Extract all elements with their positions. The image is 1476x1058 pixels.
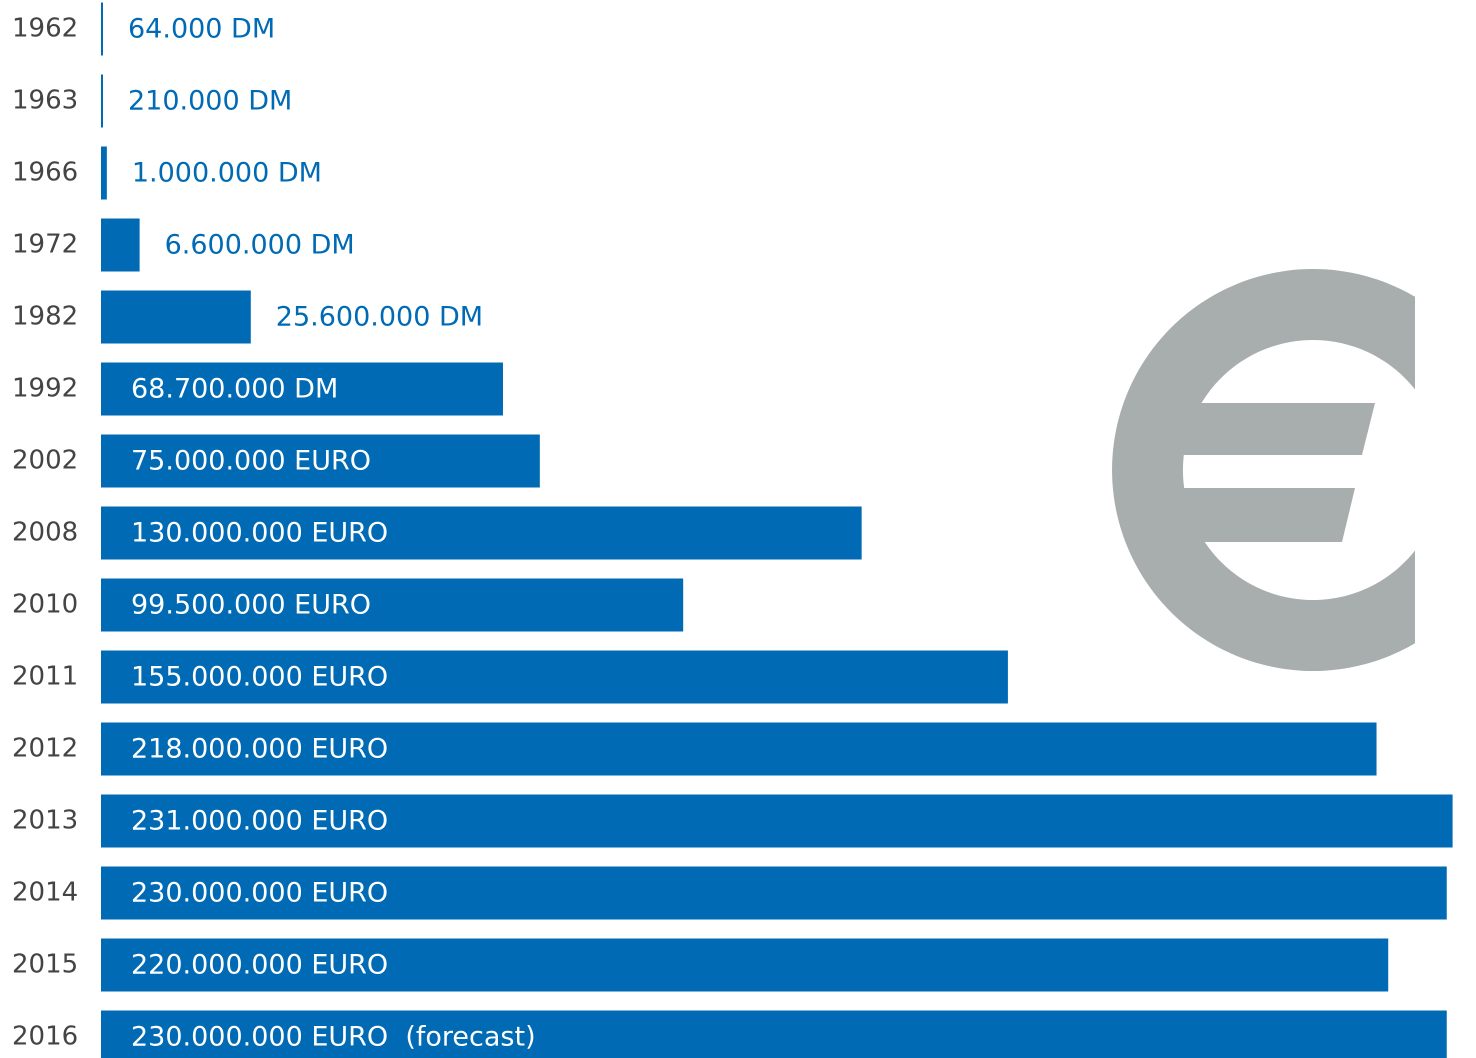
value-label: 25.600.000 DM	[276, 302, 483, 333]
bar	[101, 794, 1453, 848]
value-label: 231.000.000 EURO	[131, 806, 388, 837]
y-tick-label: 2010	[12, 590, 78, 620]
value-label: 130.000.000 EURO	[131, 518, 388, 549]
y-tick-label: 2012	[12, 734, 78, 764]
bar	[101, 434, 540, 488]
y-tick-label: 2014	[12, 878, 78, 908]
y-tick-label: 2016	[12, 1022, 78, 1052]
y-tick-label: 1992	[12, 374, 78, 404]
y-tick-label: 2011	[12, 662, 78, 692]
bar	[101, 866, 1447, 920]
bar	[101, 650, 1008, 704]
value-label: 230.000.000 EURO	[131, 878, 388, 909]
bar	[101, 506, 862, 560]
y-tick-label: 1963	[12, 86, 78, 116]
bar	[101, 2, 103, 56]
bar	[101, 290, 251, 344]
y-tick-label: 1962	[12, 14, 78, 44]
y-tick-label: 2015	[12, 950, 78, 980]
value-label: 99.500.000 EURO	[131, 590, 371, 621]
bar	[101, 146, 107, 200]
bar	[101, 722, 1377, 776]
value-label: 68.700.000 DM	[131, 374, 338, 405]
value-label: 230.000.000 EURO (forecast)	[131, 1022, 536, 1053]
bar	[101, 1010, 1447, 1058]
bar	[101, 362, 503, 416]
value-label: 64.000 DM	[128, 14, 275, 45]
euro-symbol	[1112, 269, 1415, 671]
value-label: 218.000.000 EURO	[131, 734, 388, 765]
y-tick-label: 1982	[12, 302, 78, 332]
bar	[101, 218, 140, 272]
y-tick-label: 2002	[12, 446, 78, 476]
bar	[101, 74, 103, 128]
y-tick-label: 2008	[12, 518, 78, 548]
y-tick-label: 1972	[12, 230, 78, 260]
value-label: 75.000.000 EURO	[131, 446, 371, 477]
value-label: 220.000.000 EURO	[131, 950, 388, 981]
y-tick-label: 2013	[12, 806, 78, 836]
bar	[101, 938, 1389, 992]
value-label: 1.000.000 DM	[132, 158, 322, 189]
value-label: 155.000.000 EURO	[131, 662, 388, 693]
value-label: 210.000 DM	[128, 86, 292, 117]
y-tick-label: 1966	[12, 158, 78, 188]
bar	[101, 578, 684, 632]
value-label: 6.600.000 DM	[165, 230, 355, 261]
